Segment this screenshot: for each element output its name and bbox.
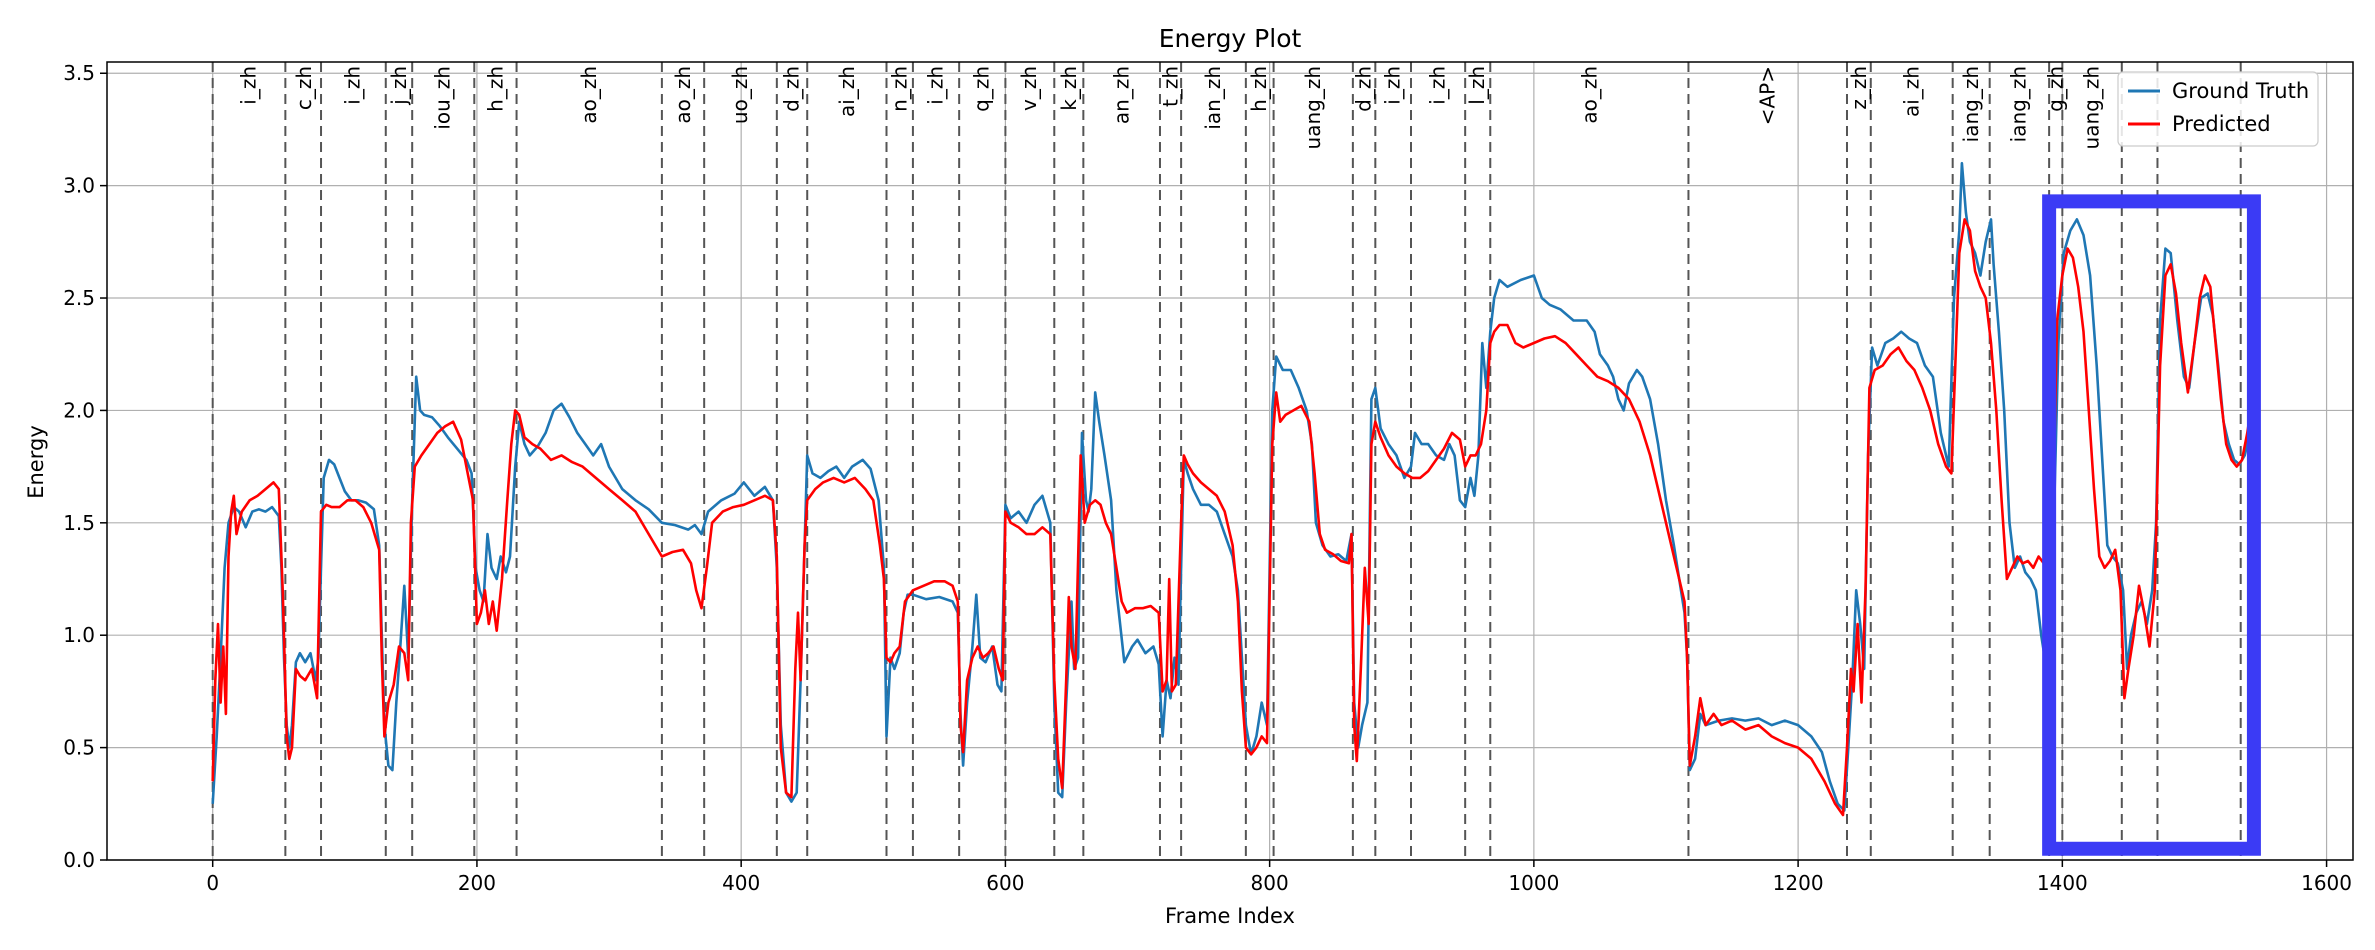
highlight-box xyxy=(2042,194,2261,856)
x-tick-label: 1400 xyxy=(2037,871,2088,895)
legend-label-ground-truth: Ground Truth xyxy=(2172,79,2309,103)
phone-label: ian_zh xyxy=(1201,66,1225,130)
x-axis-ticks: 0 200 400 600 800 1000 1200 1400 1600 xyxy=(206,860,2352,895)
y-tick-label: 0.5 xyxy=(63,736,95,760)
phone-label: i_zh xyxy=(923,66,947,105)
highlight-layer xyxy=(2042,194,2261,856)
phone-labels: i_zh c_zh i_zh j_zh iou_zh h_zh ao_zh ao_zh uo_z… xyxy=(236,66,2103,149)
y-tick-label: 1.5 xyxy=(63,511,95,535)
phone-label: uang_zh xyxy=(2079,66,2103,149)
grid-lines xyxy=(107,62,2353,861)
phone-label: d_zh xyxy=(1351,66,1375,112)
x-tick-label: 1000 xyxy=(1508,871,1559,895)
y-tick-label: 2.5 xyxy=(63,286,95,310)
y-tick-label: 3.0 xyxy=(63,174,95,198)
y-axis-ticks: 0.0 0.5 1.0 1.5 2.0 2.5 3.0 3.5 xyxy=(63,61,107,872)
phone-label: an_zh xyxy=(1110,66,1134,124)
phone-label: ai_zh xyxy=(1900,66,1924,117)
phone-label: k_zh xyxy=(1057,66,1081,111)
chart-title: Energy Plot xyxy=(1159,24,1302,53)
phone-label: c_zh xyxy=(292,66,316,110)
phone-label: iang_zh xyxy=(2007,66,2031,142)
phone-label: ao_zh xyxy=(577,66,601,124)
phone-label: z_zh xyxy=(1847,66,1871,110)
phone-label: ao_zh xyxy=(1577,66,1601,124)
phone-label: uo_zh xyxy=(728,66,752,124)
phone-label: l_zh xyxy=(1465,66,1489,105)
series-predicted-line xyxy=(211,218,2256,817)
legend-label-predicted: Predicted xyxy=(2172,112,2271,136)
x-tick-label: 400 xyxy=(722,871,760,895)
plot-frame xyxy=(106,61,2354,861)
phone-label: g_zh xyxy=(2044,66,2068,112)
y-tick-label: 3.5 xyxy=(63,61,95,85)
x-tick-label: 1600 xyxy=(2301,871,2352,895)
phone-label: q_zh xyxy=(970,66,994,112)
phone-label: i_zh xyxy=(1425,66,1449,105)
x-tick-label: 600 xyxy=(986,871,1024,895)
y-tick-label: 0.0 xyxy=(63,848,95,872)
phone-label: v_zh xyxy=(1017,66,1041,111)
x-axis-label: Frame Index xyxy=(1165,904,1295,928)
phone-label: i_zh xyxy=(236,66,260,105)
x-tick-label: 800 xyxy=(1251,871,1289,895)
phone-label: i_zh xyxy=(341,66,365,105)
legend-box xyxy=(2117,71,2319,147)
phone-label: t_zh xyxy=(1159,66,1183,107)
phone-label: i_zh xyxy=(1381,66,1405,105)
phone-label: iou_zh xyxy=(431,66,455,130)
series-layer xyxy=(211,161,2256,817)
phone-label: ao_zh xyxy=(671,66,695,124)
series-ground-truth-line xyxy=(211,161,2256,812)
legend: Ground Truth Predicted xyxy=(2117,71,2319,147)
phone-label: d_zh xyxy=(779,66,803,112)
y-axis-label: Energy xyxy=(24,425,48,499)
phone-label: ai_zh xyxy=(835,66,859,117)
phone-label: <AP> xyxy=(1756,66,1780,125)
x-tick-label: 1200 xyxy=(1773,871,1824,895)
y-tick-label: 2.0 xyxy=(63,398,95,422)
phone-label: n_zh xyxy=(888,66,912,112)
phone-label: h_zh xyxy=(483,66,507,112)
y-tick-label: 1.0 xyxy=(63,623,95,647)
phone-label: iang_zh xyxy=(1959,66,1983,142)
x-tick-label: 200 xyxy=(458,871,496,895)
phone-label: h_zh xyxy=(1247,66,1271,112)
phone-label: uang_zh xyxy=(1301,66,1325,149)
phone-label: j_zh xyxy=(387,66,411,106)
x-tick-label: 0 xyxy=(206,871,219,895)
